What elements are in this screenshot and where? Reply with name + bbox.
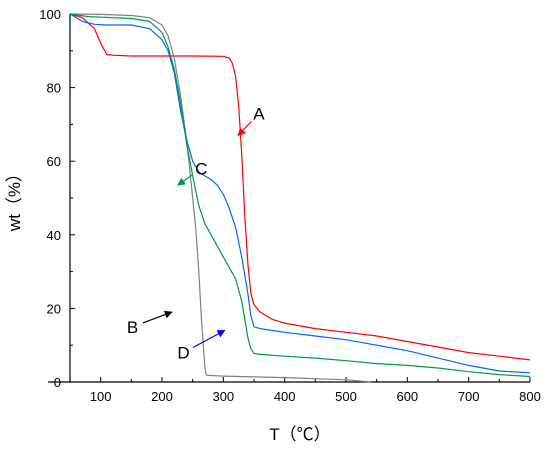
y-tick-label: 20: [47, 301, 61, 316]
x-tick-label: 100: [90, 389, 112, 404]
x-ticks: 100 200 300 400 500 600 700 800: [69, 377, 541, 404]
series-line-a: [69, 13, 531, 361]
series-layer: [69, 13, 531, 383]
x-tick-label: 200: [151, 389, 173, 404]
x-tick-label: 400: [274, 389, 296, 404]
annotation-arrow-a: [237, 120, 252, 137]
x-tick-label: 700: [458, 389, 480, 404]
x-tick-label: 300: [212, 389, 234, 404]
annotation-label-c: C: [195, 160, 207, 179]
plot-frame: [48, 14, 530, 383]
annotation-label-d: D: [177, 344, 189, 363]
y-tick-label: 100: [39, 7, 61, 22]
x-axis-title: T（℃）: [269, 425, 330, 444]
annotation-label-b: B: [127, 318, 138, 337]
annotation-arrow-d: [192, 329, 226, 348]
y-tick-label: 80: [47, 81, 61, 96]
x-tick-label: 500: [335, 389, 357, 404]
series-line-b: [69, 13, 371, 383]
y-tick-label: 60: [47, 154, 61, 169]
annotation-arrow-c: [177, 174, 193, 186]
y-ticks: 0 20 40 60 80 100: [39, 7, 75, 390]
annotation-arrow-b: [142, 310, 173, 324]
series-line-c: [69, 13, 531, 374]
annotation-layer: A C B D: [127, 104, 265, 362]
y-tick-label: 0: [54, 375, 61, 390]
annotation-label-a: A: [253, 104, 265, 123]
x-tick-label: 800: [519, 389, 541, 404]
y-axis-title: wt（%）: [5, 165, 24, 232]
series-line-d: [69, 13, 531, 378]
y-tick-label: 40: [47, 228, 61, 243]
x-tick-label: 600: [396, 389, 418, 404]
